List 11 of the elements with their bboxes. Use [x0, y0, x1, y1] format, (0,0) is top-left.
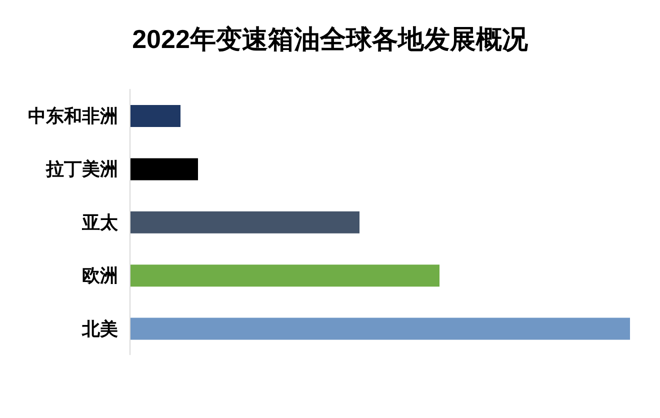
y-tick-label: 中东和非洲: [28, 106, 118, 126]
y-tick-label: 亚太: [81, 212, 119, 232]
y-tick-label: 欧洲: [82, 266, 118, 286]
bar: [130, 158, 198, 180]
bar: [130, 264, 440, 287]
bar: [130, 318, 630, 340]
chart-title: 2022年变速箱油全球各地发展概况: [131, 23, 529, 56]
bar: [130, 211, 360, 234]
y-tick-label: 北美: [81, 318, 118, 339]
bar: [130, 105, 180, 127]
y-tick-label: 拉丁美洲: [45, 159, 118, 180]
